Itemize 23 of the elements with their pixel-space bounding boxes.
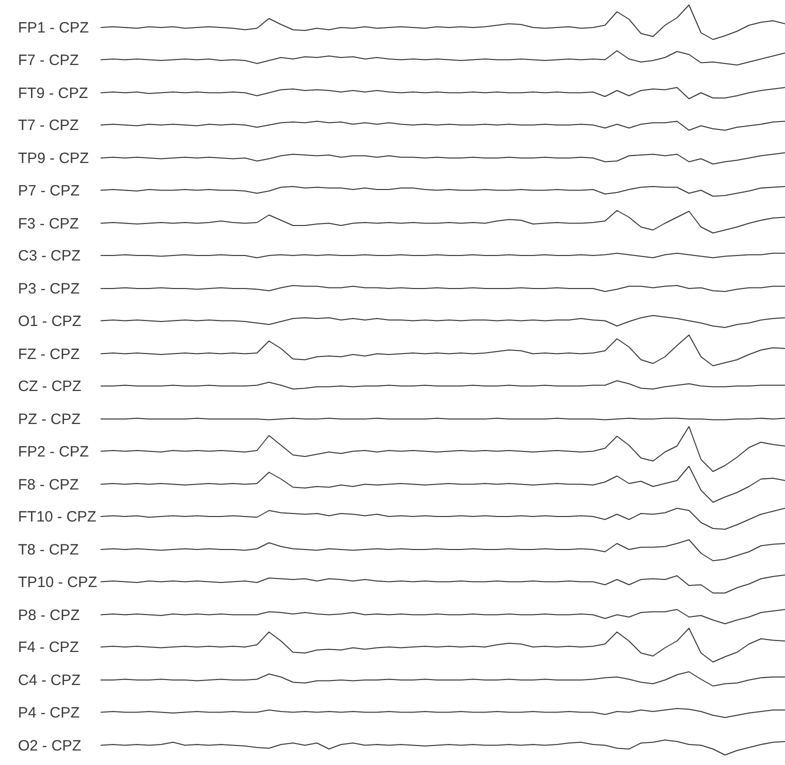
- series-label: FT9 - CPZ: [18, 84, 88, 102]
- series-label: F7 - CPZ: [18, 52, 79, 69]
- series-label: FZ - CPZ: [18, 346, 80, 363]
- series-label: FT10 - CPZ: [18, 508, 96, 526]
- series-label: O2 - CPZ: [18, 737, 82, 754]
- series-label: P7 - CPZ: [18, 182, 80, 200]
- series-label: TP9 - CPZ: [18, 150, 89, 167]
- series-label: CZ - CPZ: [18, 378, 82, 395]
- series-label: F4 - CPZ: [18, 639, 79, 656]
- series-label: FP2 - CPZ: [18, 443, 89, 460]
- series-label: F3 - CPZ: [18, 215, 79, 232]
- series-label: P3 - CPZ: [18, 280, 80, 298]
- series-label: C4 - CPZ: [18, 672, 81, 689]
- series-label: FP1 - CPZ: [18, 20, 89, 36]
- series-label: T7 - CPZ: [18, 117, 79, 134]
- series-label: PZ - CPZ: [18, 411, 80, 428]
- series-label: C3 - CPZ: [18, 248, 81, 264]
- series-label: O1 - CPZ: [18, 312, 82, 330]
- series-label: P4 - CPZ: [18, 704, 80, 722]
- series-label: F8 - CPZ: [18, 476, 79, 494]
- series-label: P8 - CPZ: [18, 606, 80, 624]
- series-label: T8 - CPZ: [18, 542, 79, 558]
- series-label: TP10 - CPZ: [18, 574, 98, 591]
